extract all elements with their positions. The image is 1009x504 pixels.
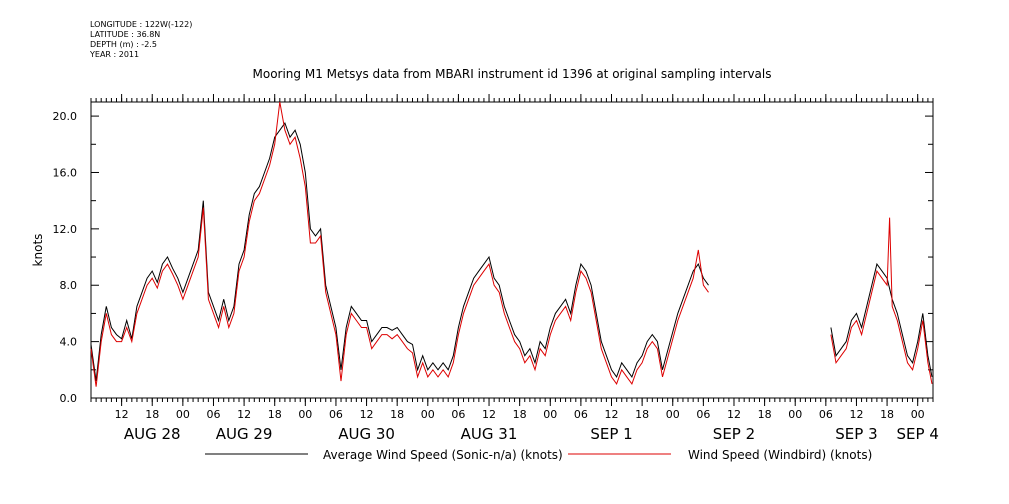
metadata-year: YEAR : 2011 bbox=[90, 50, 140, 59]
x-tick-label: 12 bbox=[849, 408, 863, 421]
y-tick-label: 20.0 bbox=[53, 110, 78, 123]
y-tick-label: 8.0 bbox=[60, 279, 78, 292]
series-line-2 bbox=[90, 101, 933, 387]
x-date-label: SEP 1 bbox=[590, 425, 632, 443]
chart-title: Mooring M1 Metsys data from MBARI instru… bbox=[252, 67, 772, 81]
y-axis-label: knots bbox=[31, 234, 45, 267]
x-tick-label: 06 bbox=[451, 408, 465, 421]
x-tick-label: 12 bbox=[605, 408, 619, 421]
x-tick-label: 18 bbox=[513, 408, 527, 421]
x-date-label: AUG 29 bbox=[216, 425, 273, 443]
x-date-label: AUG 31 bbox=[461, 425, 518, 443]
x-tick-label: 00 bbox=[911, 408, 925, 421]
x-tick-label: 18 bbox=[635, 408, 649, 421]
x-tick-label: 00 bbox=[543, 408, 557, 421]
metadata-latitude: LATITUDE : 36.8N bbox=[90, 30, 161, 39]
plot-frame bbox=[90, 101, 934, 399]
x-tick-label: 18 bbox=[268, 408, 282, 421]
x-tick-label: 06 bbox=[206, 408, 220, 421]
legend-label-2: Wind Speed (Windbird) (knots) bbox=[688, 448, 872, 462]
x-tick-label: 00 bbox=[298, 408, 312, 421]
x-tick-label: 12 bbox=[237, 408, 251, 421]
x-date-label: AUG 30 bbox=[338, 425, 395, 443]
y-tick-label: 4.0 bbox=[60, 336, 78, 349]
x-tick-label: 06 bbox=[819, 408, 833, 421]
y-tick-label: 12.0 bbox=[53, 223, 78, 236]
metadata-depth: DEPTH (m) : -2.5 bbox=[90, 40, 157, 49]
x-date-label: SEP 2 bbox=[713, 425, 755, 443]
x-tick-label: 18 bbox=[880, 408, 894, 421]
x-tick-label: 00 bbox=[176, 408, 190, 421]
y-tick-label: 0.0 bbox=[60, 392, 78, 405]
x-tick-label: 00 bbox=[666, 408, 680, 421]
x-tick-label: 06 bbox=[574, 408, 588, 421]
x-tick-label: 06 bbox=[696, 408, 710, 421]
x-tick-label: 12 bbox=[360, 408, 374, 421]
legend-label-1: Average Wind Speed (Sonic-n/a) (knots) bbox=[323, 448, 563, 462]
metadata-longitude: LONGITUDE : 122W(-122) bbox=[90, 20, 193, 29]
x-tick-label: 12 bbox=[727, 408, 741, 421]
x-tick-label: 12 bbox=[115, 408, 129, 421]
x-tick-label: 06 bbox=[329, 408, 343, 421]
x-tick-label: 00 bbox=[421, 408, 435, 421]
x-tick-label: 12 bbox=[482, 408, 496, 421]
x-tick-label: 18 bbox=[758, 408, 772, 421]
x-tick-label: 18 bbox=[145, 408, 159, 421]
x-date-label: AUG 28 bbox=[124, 425, 181, 443]
x-date-label: SEP 4 bbox=[897, 425, 939, 443]
x-tick-label: 00 bbox=[788, 408, 802, 421]
series-line-1 bbox=[90, 122, 933, 382]
metadata-block: LONGITUDE : 122W(-122) LATITUDE : 36.8N … bbox=[90, 20, 192, 60]
x-tick-label: 18 bbox=[390, 408, 404, 421]
y-tick-label: 16.0 bbox=[53, 166, 78, 179]
x-date-label: SEP 3 bbox=[835, 425, 877, 443]
